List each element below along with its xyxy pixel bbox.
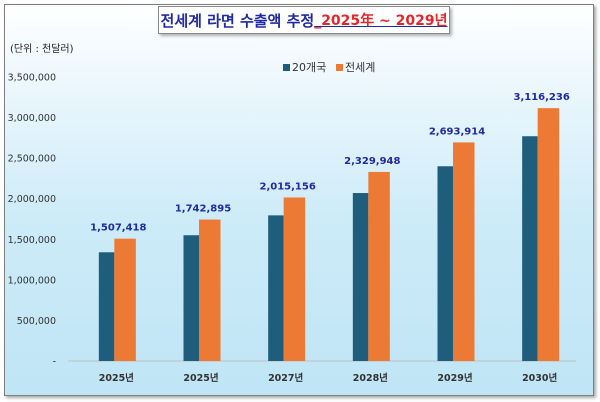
- x-tick-label: 2030년: [522, 372, 557, 384]
- bar-20-countries: [98, 252, 115, 361]
- bar-20-countries: [437, 166, 453, 361]
- data-label: 2,015,156: [260, 181, 316, 192]
- data-label: 2,693,914: [429, 126, 485, 137]
- y-tick-label: 2,500,000: [8, 154, 56, 165]
- bar-20-countries: [268, 215, 284, 361]
- y-tick-label: 2,000,000: [8, 194, 56, 205]
- chart-title: 전세계 라면 수출액 추정: [160, 11, 315, 30]
- legend-label-20-countries: 20개국: [292, 61, 326, 74]
- bar-20-countries: [183, 235, 199, 361]
- chart-title-box: 전세계 라면 수출액 추정 _2025年 ~ 2029년: [158, 6, 450, 34]
- bar-world: [283, 197, 306, 361]
- x-tick-label: 2028년: [353, 372, 388, 384]
- x-tick-label: 2025년: [99, 372, 134, 384]
- legend-label-world: 전세계: [345, 61, 375, 74]
- y-tick-label: 3,000,000: [8, 113, 56, 124]
- bar-world: [368, 171, 390, 361]
- legend-swatch-world: [336, 64, 343, 71]
- y-tick-label: 1,000,000: [8, 275, 56, 286]
- x-tick-label: 2025년: [183, 372, 218, 384]
- y-tick-label: 500,000: [17, 316, 56, 327]
- bar-world: [537, 108, 560, 361]
- legend-swatch-20-countries: [283, 64, 290, 71]
- x-tick-label: 2029년: [437, 372, 472, 384]
- y-tick-label: -: [53, 357, 56, 368]
- bar-world: [453, 142, 475, 361]
- data-label: 2,329,948: [344, 156, 400, 167]
- chart-subtitle: _2025年 ~ 2029년: [314, 13, 448, 29]
- data-label: 1,507,418: [90, 223, 146, 234]
- unit-label: (단위 : 천달러): [10, 44, 74, 55]
- bar-20-countries: [522, 136, 538, 361]
- x-tick-label: 2027년: [268, 372, 303, 384]
- bar-20-countries: [352, 193, 369, 361]
- y-tick-label: 1,500,000: [8, 235, 56, 246]
- bar-world: [199, 219, 221, 361]
- bar-world: [114, 238, 136, 361]
- data-label: 1,742,895: [175, 204, 231, 215]
- y-tick-label: 3,500,000: [8, 73, 56, 84]
- data-label: 3,116,236: [514, 92, 570, 103]
